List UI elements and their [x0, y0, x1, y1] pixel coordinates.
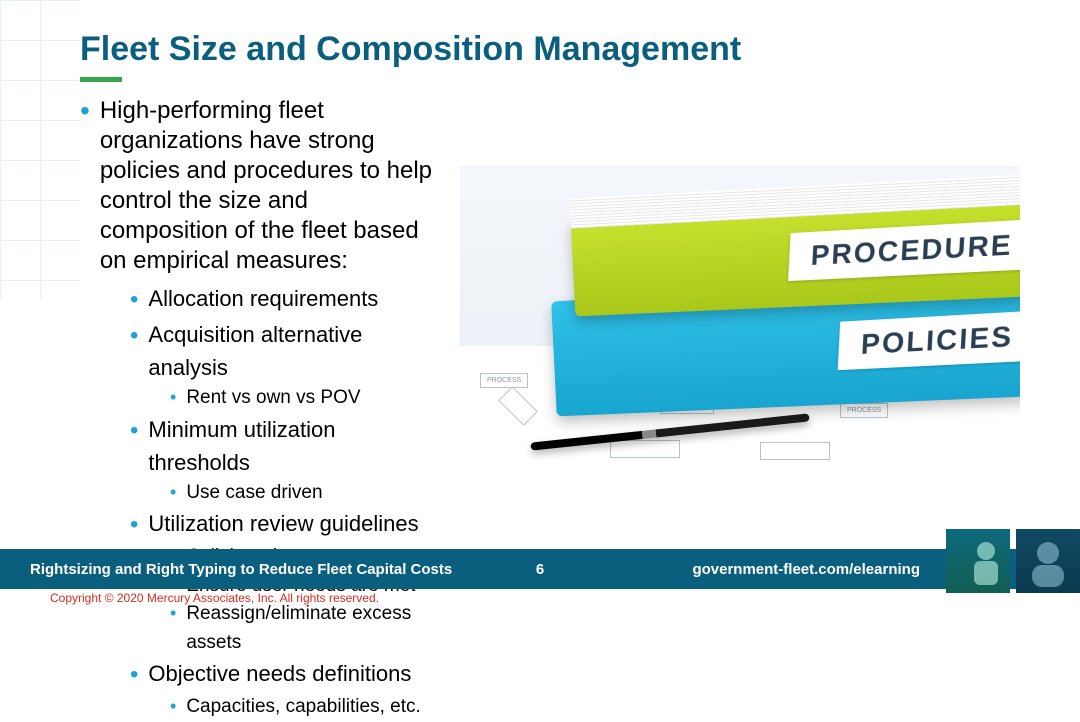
- sub-bullet-text: Acquisition alternative analysis: [148, 318, 440, 384]
- subsub-bullet-text: Reassign/eliminate excess assets: [186, 600, 440, 657]
- subsub-bullet-text: Use case driven: [186, 479, 322, 508]
- bullet-dot: •: [130, 318, 138, 384]
- sub-bullet: • Utilization review guidelines: [130, 507, 440, 543]
- bullet-dot: •: [130, 657, 138, 693]
- sub-bullet-text: Objective needs definitions: [148, 657, 411, 693]
- sub-bullet-list: •Allocation requirements•Acquisition alt…: [130, 282, 440, 722]
- text-column: • High-performing fleet organizations ha…: [80, 96, 440, 722]
- footer-title: Rightsizing and Right Typing to Reduce F…: [30, 561, 452, 578]
- sub-bullet-text: Utilization review guidelines: [148, 507, 418, 543]
- sub-bullet-text: Allocation requirements: [148, 282, 378, 318]
- bullet-dot: •: [170, 693, 176, 722]
- subsub-bullet: •Reassign/eliminate excess assets: [170, 600, 440, 657]
- footer-thumbnail: [946, 529, 1010, 593]
- sub-bullet: • Objective needs definitions: [130, 657, 440, 693]
- flow-box: PROCESS: [840, 403, 888, 418]
- flow-box-empty: [760, 442, 830, 460]
- subsub-bullet: • Use case driven: [170, 479, 440, 508]
- footer-page-number: 6: [536, 561, 544, 578]
- title-underline: [80, 77, 122, 82]
- binder-label-policies: POLICIES: [838, 310, 1020, 370]
- subsub-list: • Capacities, capabilities, etc.: [170, 693, 440, 722]
- binder-label-procedure: PROCEDURE: [788, 219, 1020, 281]
- illustration: PROCESS DOCUMENT PROCESS POLICIES PROCED…: [460, 166, 1020, 466]
- footer-bar: Rightsizing and Right Typing to Reduce F…: [0, 549, 1080, 589]
- sub-bullet: • Allocation requirements: [130, 282, 440, 318]
- subsub-bullet: • Rent vs own vs POV: [170, 384, 440, 413]
- bullet-dot: •: [170, 384, 176, 413]
- bullet-dot: •: [130, 413, 138, 479]
- subsub-list: • Rent vs own vs POV: [170, 384, 440, 413]
- sub-bullet: •Acquisition alternative analysis: [130, 318, 440, 384]
- flow-decision: [498, 386, 538, 426]
- subsub-bullet-text: Rent vs own vs POV: [186, 384, 360, 413]
- bullet-dot: •: [130, 282, 138, 318]
- sub-bullet-text: Minimum utilization thresholds: [148, 413, 440, 479]
- bullet-dot: •: [130, 507, 138, 543]
- main-bullet: • High-performing fleet organizations ha…: [80, 96, 440, 276]
- footer-thumbnail: [1016, 529, 1080, 593]
- flow-box-empty: [610, 440, 680, 458]
- subsub-list: • Use case driven: [170, 479, 440, 508]
- bullet-dot: •: [170, 600, 176, 657]
- slide-body: Fleet Size and Composition Management • …: [0, 0, 1080, 540]
- subsub-bullet-text: Capacities, capabilities, etc.: [186, 693, 420, 722]
- footer: Rightsizing and Right Typing to Reduce F…: [0, 549, 1080, 607]
- flow-box: PROCESS: [480, 373, 528, 388]
- footer-copyright: Copyright © 2020 Mercury Associates, Inc…: [50, 591, 379, 605]
- bullet-dot: •: [170, 479, 176, 508]
- sub-bullet: •Minimum utilization thresholds: [130, 413, 440, 479]
- slide-title: Fleet Size and Composition Management: [80, 30, 1020, 69]
- bullet-dot: •: [80, 96, 90, 276]
- main-bullet-text: High-performing fleet organizations have…: [100, 96, 440, 276]
- footer-url: government-fleet.com/elearning: [692, 561, 920, 578]
- subsub-bullet: • Capacities, capabilities, etc.: [170, 693, 440, 722]
